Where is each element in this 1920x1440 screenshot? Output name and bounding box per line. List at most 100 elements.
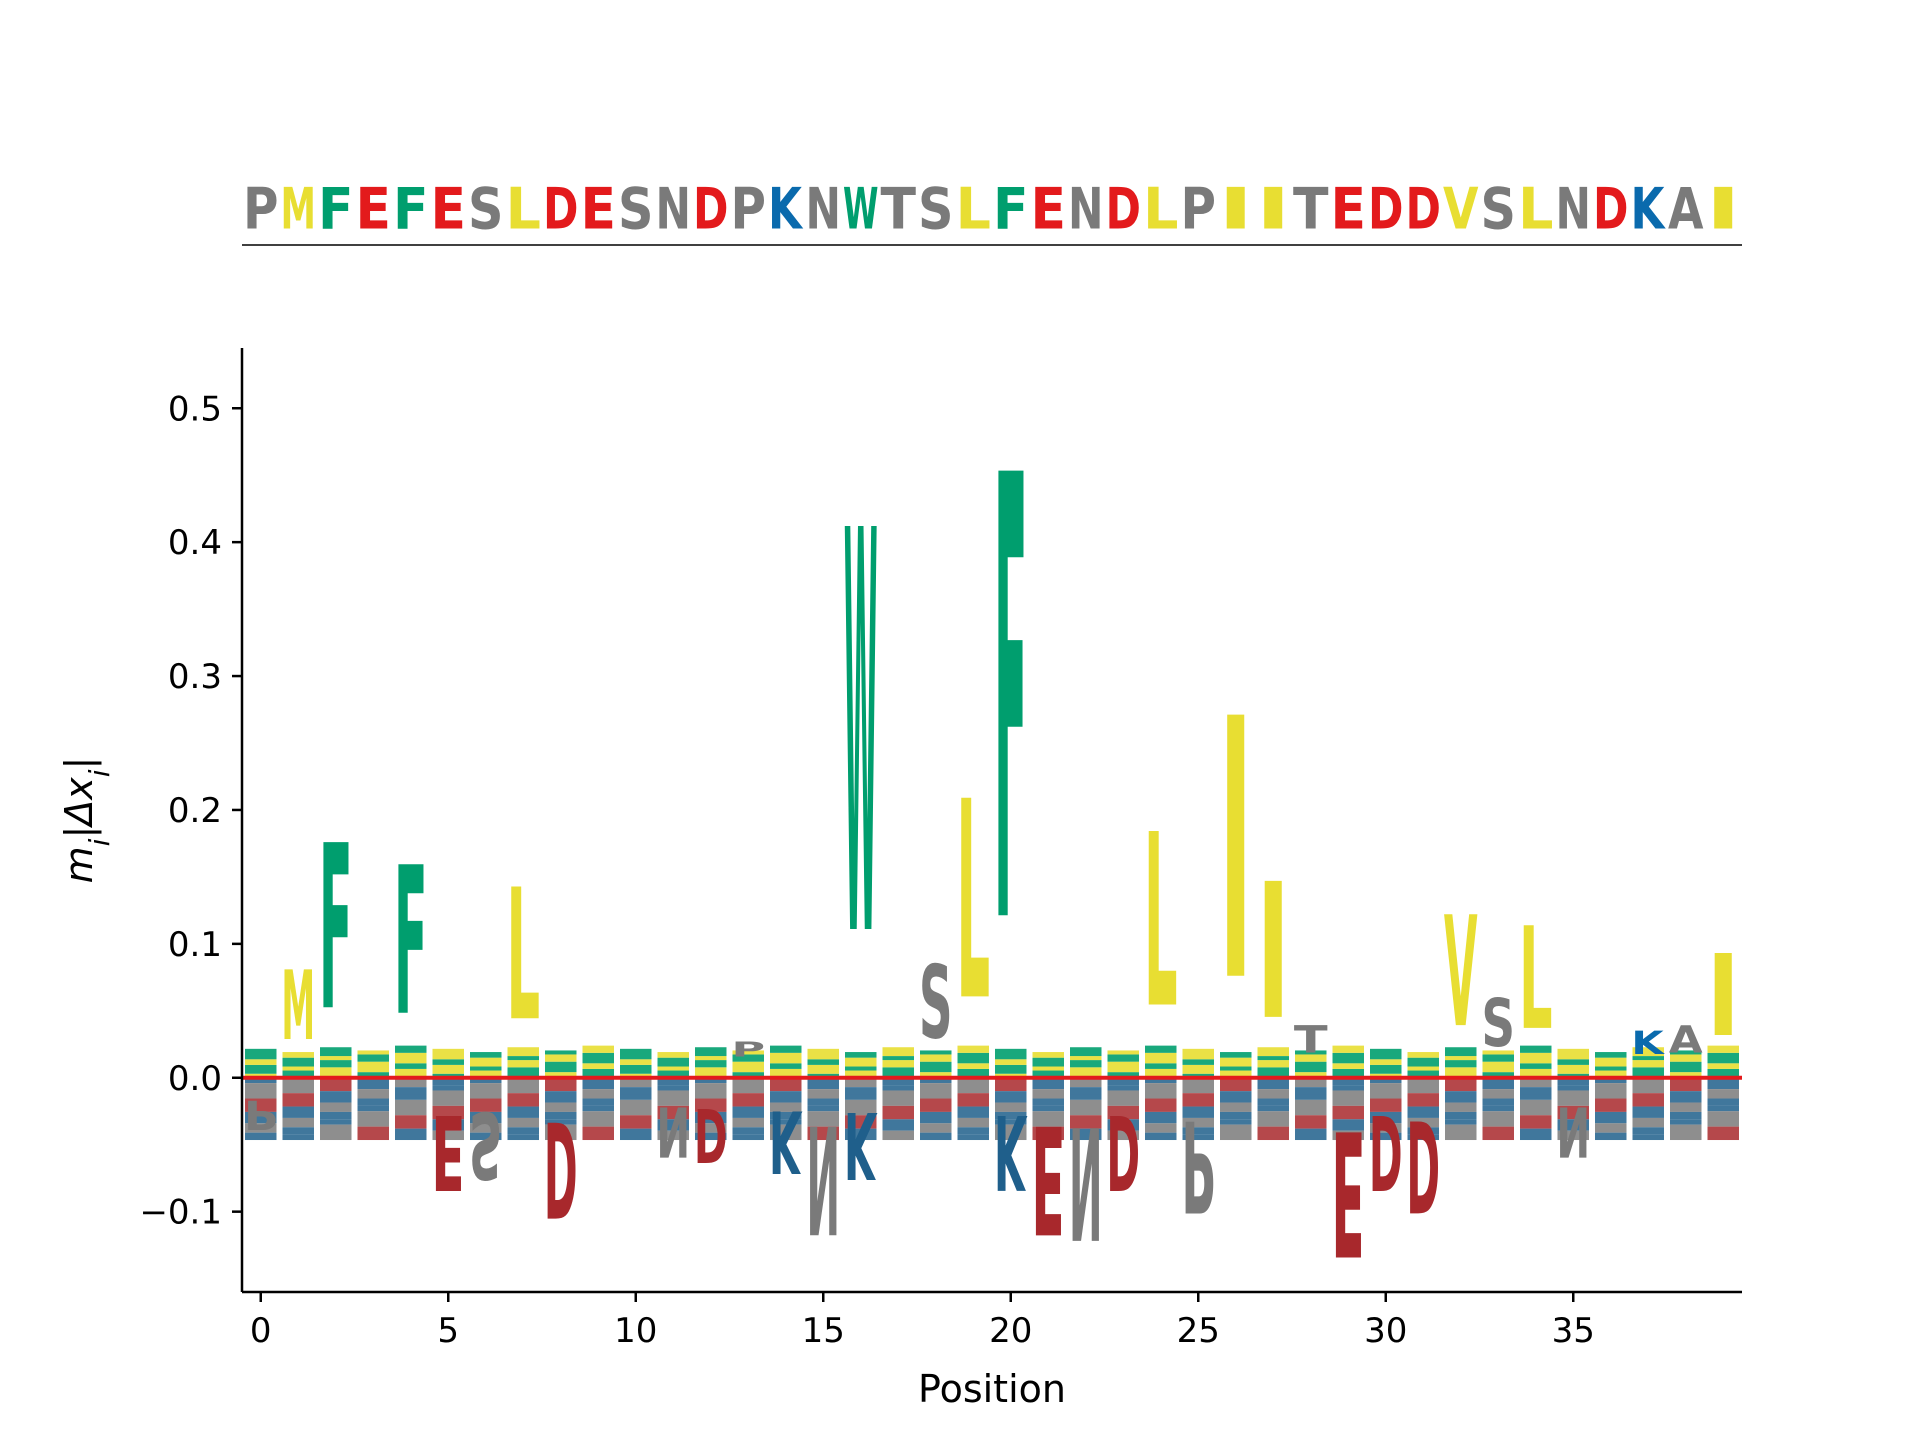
minor-letter-mark <box>620 1059 652 1065</box>
minor-letter-mark <box>995 1077 1027 1092</box>
minor-letter-mark <box>320 1091 352 1103</box>
minor-letter-mark <box>732 1117 764 1128</box>
minor-letter-mark <box>357 1111 389 1127</box>
minor-letter-mark <box>1445 1102 1477 1112</box>
minor-letter-mark <box>695 1123 727 1133</box>
minor-letter-mark <box>245 1064 277 1074</box>
sequence-letter: F <box>393 175 429 242</box>
minor-letter-mark <box>1370 1083 1402 1099</box>
minor-letter-mark <box>1482 1105 1514 1112</box>
minor-letter-mark <box>1295 1077 1327 1088</box>
minor-letter-mark <box>695 1098 727 1112</box>
minor-letter-mark <box>1332 1063 1364 1069</box>
logo-letter-positive: T <box>1294 1018 1328 1062</box>
logo-letter-positive: S <box>1481 985 1515 1062</box>
minor-letter-mark <box>620 1064 652 1074</box>
minor-letter-mark <box>357 1105 389 1112</box>
minor-letter-mark <box>282 1057 314 1067</box>
sequence-letter: L <box>956 177 991 243</box>
minor-letter-mark <box>1407 1057 1439 1067</box>
minor-letter-mark <box>1032 1066 1064 1071</box>
minor-letter-mark <box>1445 1091 1477 1103</box>
minor-letter-mark <box>1295 1115 1327 1129</box>
minor-letter-mark <box>1220 1119 1252 1125</box>
minor-letter-mark <box>582 1052 614 1064</box>
y-tick-label: 0.4 <box>168 523 222 563</box>
minor-letter-mark <box>882 1085 914 1091</box>
minor-letter-mark <box>1407 1093 1439 1107</box>
minor-letter-mark <box>1257 1126 1289 1141</box>
minor-letter-mark <box>695 1111 727 1124</box>
sequence-letter: W <box>843 175 878 242</box>
minor-letter-mark <box>395 1115 427 1129</box>
minor-letter-mark <box>1557 1064 1589 1074</box>
minor-letter-mark <box>545 1124 577 1141</box>
minor-letter-mark <box>1257 1060 1289 1068</box>
minor-letter-mark <box>1595 1083 1627 1099</box>
x-tick-label: 20 <box>989 1311 1032 1351</box>
x-axis-ticks: 0 5 10 15 20 25 30 35 <box>250 1292 1595 1351</box>
logo-letter-positive: S <box>919 944 953 1062</box>
minor-letter-mark <box>320 1047 352 1057</box>
minor-letter-mark <box>470 1077 502 1084</box>
minor-letter-mark <box>1182 1093 1214 1107</box>
minor-letter-mark <box>582 1063 614 1069</box>
minor-letter-mark <box>807 1077 839 1090</box>
minor-letter-mark <box>1070 1077 1102 1088</box>
minor-letter-mark <box>620 1048 652 1060</box>
minor-letter-mark <box>1670 1124 1702 1141</box>
minor-letter-mark <box>695 1056 727 1061</box>
minor-letter-mark <box>732 1054 764 1062</box>
logo-letter-positive: I <box>1256 844 1290 1061</box>
minor-letter-mark <box>582 1045 614 1053</box>
minor-letter-mark <box>770 1052 802 1064</box>
minor-letter-mark <box>1107 1061 1139 1073</box>
minor-letter-mark <box>657 1105 689 1120</box>
minor-letter-mark <box>357 1072 389 1078</box>
minor-letter-mark <box>1557 1090 1589 1106</box>
minor-letter-mark <box>282 1070 314 1078</box>
minor-letter-mark <box>432 1119 464 1131</box>
minor-letter-mark <box>920 1054 952 1062</box>
logo-letter-negative: K <box>769 1091 803 1192</box>
minor-letter-mark <box>1220 1124 1252 1141</box>
minor-letter-mark <box>507 1106 539 1118</box>
minor-letter-mark <box>995 1119 1027 1125</box>
sequence-letter: I <box>1256 175 1292 242</box>
minor-letter-mark <box>1220 1070 1252 1078</box>
logo-letter-negative: K <box>994 1091 1028 1212</box>
minor-letter-mark <box>1107 1072 1139 1078</box>
minor-letter-mark <box>1182 1117 1214 1128</box>
minor-letter-mark <box>432 1130 464 1141</box>
y-tick-label: 0.5 <box>168 389 222 429</box>
minor-letter-mark <box>1107 1105 1139 1120</box>
minor-letter-mark <box>507 1117 539 1128</box>
minor-letter-mark <box>1482 1111 1514 1127</box>
logo-letter-negative: D <box>1106 1091 1140 1211</box>
minor-letter-mark <box>957 1106 989 1118</box>
sequence-letter: N <box>1068 175 1103 242</box>
minor-letter-mark <box>1482 1089 1514 1099</box>
minor-letter-mark <box>545 1050 577 1055</box>
logo-letter-negative: E <box>431 1090 465 1210</box>
minor-letter-mark <box>695 1067 727 1078</box>
minor-letter-mark <box>1220 1057 1252 1067</box>
minor-letter-mark <box>507 1067 539 1078</box>
sequence-letter: S <box>1481 175 1516 243</box>
logo-letter-negative: D <box>544 1092 578 1245</box>
minor-letter-mark <box>657 1085 689 1091</box>
minor-letter-mark <box>1670 1072 1702 1078</box>
minor-letter-mark <box>1482 1077 1514 1090</box>
minor-letter-mark <box>1295 1061 1327 1073</box>
minor-letter-mark <box>545 1072 577 1078</box>
minor-letter-mark <box>807 1126 839 1141</box>
minor-letter-mark <box>470 1083 502 1099</box>
minor-letter-mark <box>1707 1105 1739 1112</box>
minor-letter-mark <box>507 1056 539 1061</box>
minor-letter-mark <box>1332 1105 1364 1120</box>
minor-letter-mark <box>1295 1072 1327 1078</box>
logo-letter-negative: D <box>694 1090 728 1177</box>
minor-letter-mark <box>1370 1048 1402 1060</box>
logo-letter-negative: N <box>1069 1091 1103 1272</box>
minor-letter-mark <box>1407 1077 1439 1094</box>
